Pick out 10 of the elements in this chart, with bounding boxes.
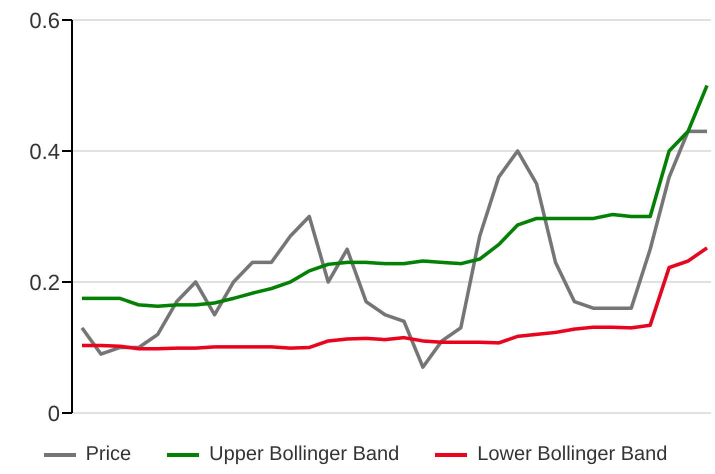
- line-series: [80, 246, 709, 351]
- y-tick-label: 0: [48, 400, 60, 426]
- y-tick-label: 0.6: [29, 8, 60, 33]
- legend-label: Lower Bollinger Band: [477, 443, 668, 466]
- legend-label: Price: [86, 443, 132, 466]
- line-series: [80, 84, 709, 308]
- line-series: [80, 130, 709, 369]
- y-tick-label: 0.4: [29, 138, 60, 164]
- legend-label: Upper Bollinger Band: [209, 443, 400, 466]
- y-tick-label: 0.2: [29, 270, 60, 295]
